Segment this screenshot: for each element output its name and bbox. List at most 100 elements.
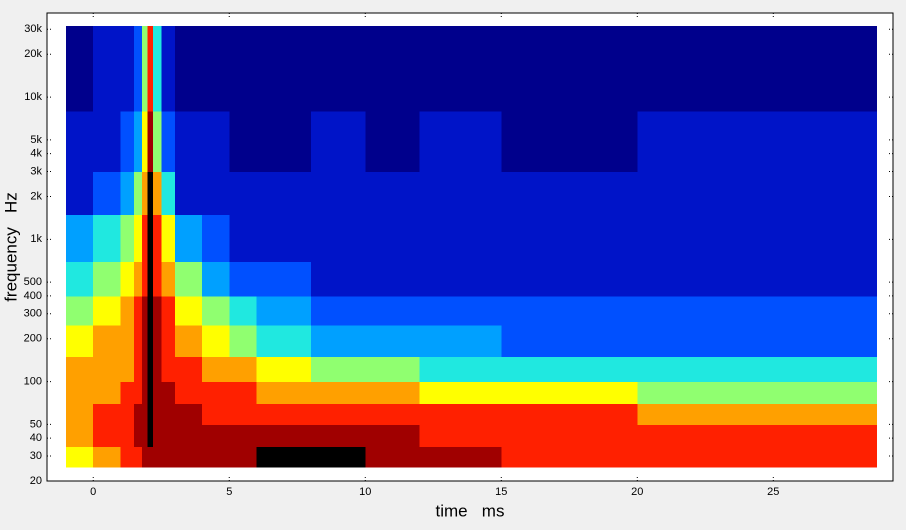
heatmap-cell: [256, 403, 312, 425]
heatmap-cell: [161, 214, 176, 262]
heatmap-cell: [120, 381, 135, 405]
heatmap-cell: [202, 295, 230, 326]
heatmap-cell: [229, 424, 257, 447]
heatmap-cell: [153, 110, 162, 172]
heatmap-cell: [174, 446, 203, 468]
heatmap-cell: [501, 356, 638, 383]
y-tick-label: 20k: [24, 48, 42, 60]
heatmap-cell: [134, 424, 143, 447]
heatmap-cell: [419, 424, 502, 447]
heatmap-cell: [202, 171, 230, 215]
heatmap-cell: [161, 381, 176, 405]
heatmap-cell: [66, 381, 94, 405]
heatmap-cell: [365, 424, 421, 447]
heatmap-cell: [120, 446, 135, 468]
plot-frame: [46, 12, 894, 482]
x-axis-label: time ms: [436, 501, 505, 520]
heatmap-cell: [419, 25, 502, 112]
heatmap-cell: [153, 214, 162, 262]
heatmap-cell: [120, 110, 135, 172]
heatmap-cell: [202, 424, 230, 447]
heatmap-cell: [256, 324, 312, 358]
heatmap-cell: [365, 295, 421, 326]
heatmap-cell: [229, 171, 257, 215]
heatmap-cell: [419, 110, 502, 172]
heatmap-cell: [365, 381, 421, 405]
heatmap-cell: [153, 261, 162, 297]
x-tick-label: 15: [495, 486, 507, 498]
heatmap-cell: [202, 403, 230, 425]
heatmap-cell: [93, 446, 121, 468]
heatmap-cell: [365, 214, 421, 262]
heatmap-cell: [501, 381, 638, 405]
heatmap-cell: [153, 171, 162, 215]
heatmap-cell: [134, 171, 143, 215]
heatmap-cell: [120, 424, 135, 447]
y-tick-label: 300: [24, 308, 42, 320]
heatmap-cell: [134, 403, 143, 425]
heatmap-cell: [637, 214, 878, 262]
heatmap-cell: [637, 381, 878, 405]
heatmap-cell: [501, 403, 638, 425]
heatmap-cell: [153, 324, 162, 358]
heatmap-cell: [147, 295, 154, 326]
heatmap-cell: [161, 171, 176, 215]
heatmap-cell: [229, 25, 257, 112]
heatmap-cell: [161, 446, 176, 468]
heatmap-cell: [310, 261, 366, 297]
heatmap-cell: [142, 356, 149, 383]
heatmap-cell: [142, 381, 149, 405]
heatmap-cell: [161, 324, 176, 358]
heatmap-cell: [229, 403, 257, 425]
heatmap-cell: [637, 446, 878, 468]
heatmap-cell: [134, 446, 143, 468]
heatmap-cell: [365, 324, 421, 358]
heatmap-cell: [365, 171, 421, 215]
heatmap-cell: [637, 424, 878, 447]
heatmap-cell: [66, 324, 94, 358]
heatmap-cell: [637, 110, 878, 172]
heatmap-cell: [310, 324, 366, 358]
heatmap-cell: [153, 295, 162, 326]
heatmap-cell: [153, 381, 162, 405]
y-tick-label: 400: [24, 290, 42, 302]
heatmap-cell: [501, 171, 638, 215]
heatmap-cell: [174, 295, 203, 326]
heatmap-cell: [161, 110, 176, 172]
heatmap-cell: [174, 171, 203, 215]
heatmap-cell: [419, 381, 502, 405]
heatmap-cell: [153, 356, 162, 383]
heatmap-cell: [501, 25, 638, 112]
heatmap-cell: [142, 446, 149, 468]
heatmap-cell: [229, 324, 257, 358]
heatmap-cell: [93, 171, 121, 215]
heatmap-cell: [637, 356, 878, 383]
heatmap-cell: [93, 403, 121, 425]
heatmap-cell: [153, 403, 162, 425]
heatmap-cell: [147, 356, 154, 383]
heatmap-cell: [142, 324, 149, 358]
heatmap-cell: [134, 261, 143, 297]
heatmap-cell: [66, 356, 94, 383]
heatmap-cell: [120, 261, 135, 297]
heatmap-cell: [153, 446, 162, 468]
heatmap-cell: [174, 381, 203, 405]
y-tick-label: 2k: [30, 190, 42, 202]
heatmap-cell: [229, 446, 257, 468]
heatmap-cell: [142, 295, 149, 326]
heatmap-cell: [229, 214, 257, 262]
heatmap-cell: [229, 261, 257, 297]
y-tick-label: 200: [24, 333, 42, 345]
heatmap-cell: [310, 403, 366, 425]
heatmap-cell: [256, 110, 312, 172]
heatmap-cell: [229, 110, 257, 172]
heatmap-cell: [134, 25, 143, 112]
heatmap-cell: [66, 403, 94, 425]
heatmap-cell: [120, 295, 135, 326]
y-tick-label: 1k: [30, 233, 42, 245]
y-tick-label: 30k: [24, 23, 42, 35]
heatmap-cell: [147, 381, 154, 405]
heatmap-cell: [66, 424, 94, 447]
